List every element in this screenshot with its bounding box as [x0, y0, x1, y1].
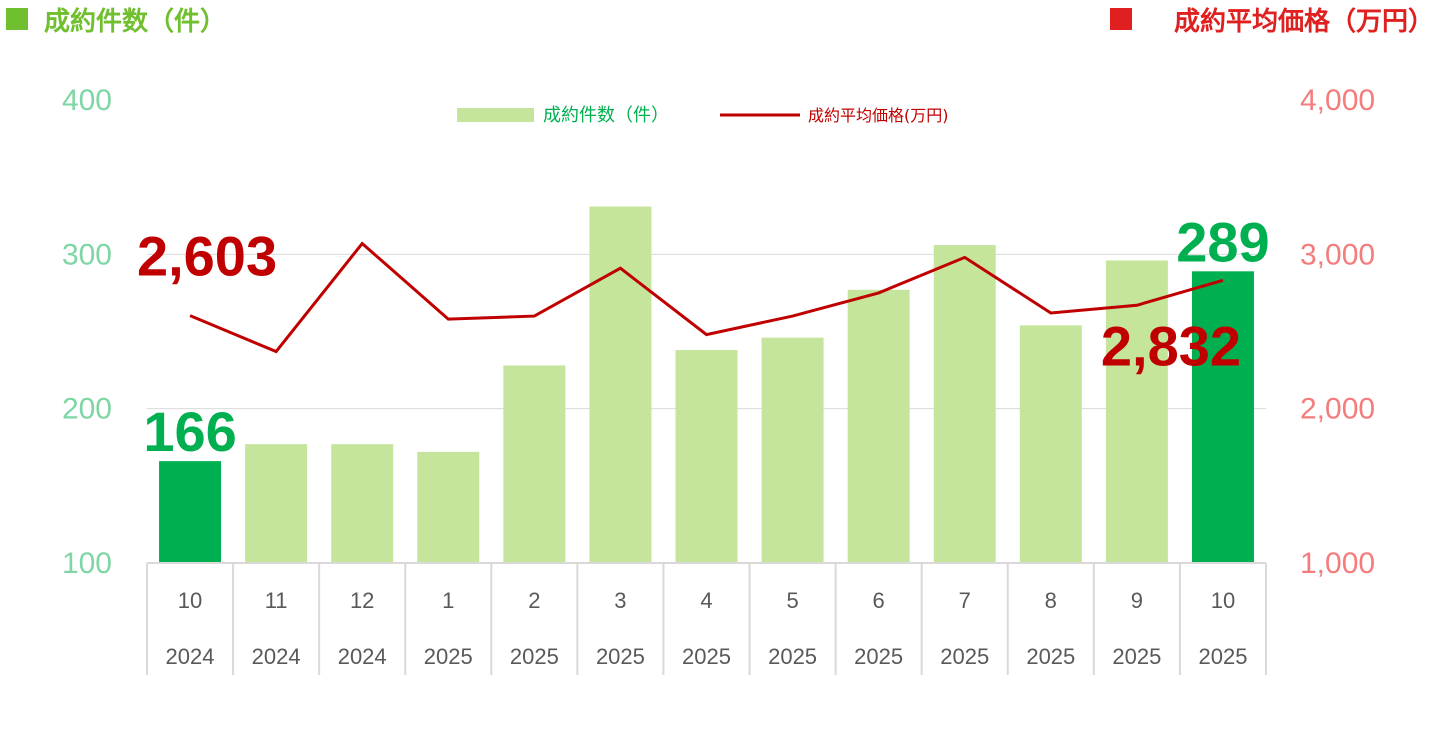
bar	[761, 337, 824, 563]
bar-series	[159, 206, 1254, 564]
data-label: 289	[1176, 210, 1269, 273]
x-year-label: 2025	[510, 644, 559, 669]
bar	[1191, 271, 1254, 563]
left-tick-label: 100	[62, 547, 112, 580]
bar	[933, 245, 996, 563]
bar	[1019, 325, 1082, 563]
x-month-label: 1	[442, 588, 454, 613]
x-month-label: 11	[265, 588, 288, 613]
bar	[331, 444, 394, 563]
right-tick-label: 3,000	[1300, 238, 1375, 271]
legend-line-label: 成約平均価格(万円)	[808, 106, 949, 125]
x-year-label: 2025	[940, 644, 989, 669]
x-year-label: 2024	[252, 644, 301, 669]
bar	[589, 206, 652, 564]
right-axis: 1,000 2,000 3,000 4,000	[1300, 84, 1375, 580]
left-title: 成約件数（件）	[44, 6, 226, 37]
x-year-label: 2025	[854, 644, 903, 669]
data-annotations: 166 289 2,603 2,832	[137, 210, 1270, 463]
line-series	[189, 241, 1224, 354]
bar	[503, 365, 566, 563]
left-title-marker	[6, 8, 28, 30]
x-month-label: 5	[786, 588, 798, 613]
bar	[675, 350, 738, 563]
data-label: 2,832	[1101, 314, 1241, 377]
bar	[159, 461, 222, 563]
x-month-label: 8	[1045, 588, 1057, 613]
x-year-label: 2024	[338, 644, 387, 669]
left-tick-label: 200	[62, 393, 112, 426]
legend-bar-swatch	[457, 108, 534, 122]
x-year-label: 2025	[596, 644, 645, 669]
bar	[1105, 260, 1168, 563]
legend-bar-label: 成約件数（件）	[543, 105, 669, 126]
left-tick-label: 300	[62, 238, 112, 271]
x-year-label: 2025	[1112, 644, 1161, 669]
x-month-label: 4	[700, 588, 712, 613]
data-label: 2,603	[137, 225, 277, 288]
right-title: 成約平均価格（万円）	[1174, 6, 1434, 37]
x-month-label: 9	[1131, 588, 1143, 613]
right-tick-label: 2,000	[1300, 393, 1375, 426]
bar	[417, 451, 480, 563]
x-month-label: 10	[178, 588, 202, 613]
right-title-marker	[1110, 8, 1132, 30]
x-month-label: 2	[528, 588, 540, 613]
x-month-label: 7	[959, 588, 971, 613]
x-year-label: 2024	[166, 644, 215, 669]
data-label: 166	[143, 400, 236, 463]
right-tick-label: 1,000	[1300, 547, 1375, 580]
legend: 成約件数（件） 成約平均価格(万円)	[457, 105, 949, 126]
x-month-label: 3	[614, 588, 626, 613]
x-year-label: 2025	[1198, 644, 1247, 669]
x-year-label: 2025	[1026, 644, 1075, 669]
left-tick-label: 400	[62, 84, 112, 117]
x-year-label: 2025	[424, 644, 473, 669]
x-year-label: 2025	[682, 644, 731, 669]
x-month-label: 12	[350, 588, 374, 613]
x-axis: 10 2024 11 2024 12 2024 1 2025 2 2025 3 2025 4 2025 5 2…	[146, 562, 1267, 675]
x-month-label: 10	[1211, 588, 1235, 613]
bar	[245, 444, 308, 563]
right-tick-label: 4,000	[1300, 84, 1375, 117]
x-year-label: 2025	[768, 644, 817, 669]
x-month-label: 6	[873, 588, 885, 613]
left-axis: 100 200 300 400	[62, 84, 112, 580]
bar	[847, 289, 910, 563]
